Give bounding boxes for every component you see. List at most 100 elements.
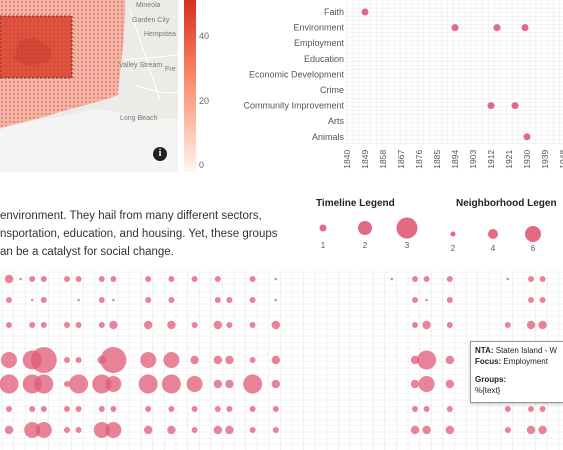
- grid-point[interactable]: [191, 427, 198, 433]
- grid-point[interactable]: [161, 374, 181, 394]
- grid-point[interactable]: [538, 425, 547, 435]
- grid-point[interactable]: [226, 297, 233, 303]
- grid-point[interactable]: [538, 320, 547, 330]
- grid-point[interactable]: [168, 297, 175, 303]
- grid-point[interactable]: [64, 381, 70, 387]
- grid-point[interactable]: [144, 425, 153, 435]
- grid-point[interactable]: [504, 406, 511, 412]
- grid-point[interactable]: [30, 347, 57, 373]
- grid-point[interactable]: [539, 276, 546, 282]
- grid-point[interactable]: [29, 322, 36, 328]
- grid-point[interactable]: [40, 297, 47, 303]
- grid-point[interactable]: [446, 322, 453, 328]
- grid-point[interactable]: [446, 297, 453, 303]
- grid-point[interactable]: [24, 422, 41, 438]
- grid-point[interactable]: [526, 320, 536, 330]
- grid-point[interactable]: [75, 357, 82, 363]
- grid-point[interactable]: [144, 320, 153, 330]
- timeline-point[interactable]: [487, 102, 495, 110]
- grid-point[interactable]: [6, 297, 12, 303]
- grid-point[interactable]: [412, 297, 418, 303]
- grid-point[interactable]: [243, 374, 263, 394]
- grid-point[interactable]: [40, 322, 47, 328]
- grid-point[interactable]: [410, 425, 420, 435]
- grid-point[interactable]: [445, 355, 454, 365]
- grid-point[interactable]: [110, 276, 117, 282]
- grid-point[interactable]: [213, 320, 222, 330]
- grid-point[interactable]: [168, 276, 175, 282]
- grid-point[interactable]: [418, 376, 435, 392]
- grid-point[interactable]: [214, 406, 221, 412]
- grid-point[interactable]: [526, 425, 536, 435]
- grid-point[interactable]: [425, 298, 428, 302]
- grid-point[interactable]: [422, 425, 431, 435]
- grid-point[interactable]: [214, 276, 221, 282]
- grid-point[interactable]: [423, 276, 430, 282]
- grid-point[interactable]: [528, 276, 534, 282]
- grid-point[interactable]: [167, 320, 176, 330]
- timeline-point[interactable]: [493, 24, 501, 32]
- grid-point[interactable]: [213, 379, 222, 389]
- grid-point[interactable]: [100, 347, 127, 373]
- grid-point[interactable]: [225, 379, 234, 389]
- timeline-point[interactable]: [361, 8, 369, 16]
- grid-point[interactable]: [528, 297, 534, 303]
- grid-point[interactable]: [272, 427, 279, 433]
- grid-point[interactable]: [75, 322, 82, 328]
- grid-point[interactable]: [504, 427, 511, 433]
- grid-point[interactable]: [4, 425, 14, 435]
- grid-point[interactable]: [4, 274, 14, 284]
- timeline-chart[interactable]: Faith Environment Employment Education Econo…: [220, 0, 563, 185]
- grid-point[interactable]: [213, 425, 222, 435]
- timeline-point[interactable]: [521, 24, 529, 32]
- grid-point[interactable]: [410, 379, 420, 389]
- grid-point[interactable]: [19, 277, 22, 281]
- grid-point[interactable]: [446, 276, 453, 282]
- grid-point[interactable]: [191, 276, 198, 282]
- grid-point[interactable]: [249, 427, 256, 433]
- grid-point[interactable]: [190, 355, 199, 365]
- map-canvas[interactable]: [0, 0, 178, 172]
- grid-point[interactable]: [272, 406, 279, 412]
- grid-point[interactable]: [75, 427, 82, 433]
- grid-point[interactable]: [0, 374, 19, 394]
- grid-point[interactable]: [271, 320, 280, 330]
- grid-point[interactable]: [249, 406, 256, 412]
- grid-point[interactable]: [64, 357, 70, 363]
- grid-point[interactable]: [69, 374, 89, 394]
- info-icon[interactable]: i: [153, 147, 167, 161]
- grid-point[interactable]: [138, 374, 158, 394]
- grid-point[interactable]: [105, 376, 122, 392]
- grid-point[interactable]: [417, 350, 437, 370]
- grid-point[interactable]: [412, 322, 418, 328]
- timeline-point[interactable]: [511, 102, 519, 110]
- grid-point[interactable]: [112, 298, 115, 302]
- grid-point[interactable]: [249, 297, 256, 303]
- grid-point[interactable]: [445, 425, 454, 435]
- grid-point[interactable]: [92, 374, 112, 394]
- grid-point[interactable]: [226, 322, 233, 328]
- grid-point[interactable]: [271, 379, 280, 389]
- grid-point[interactable]: [109, 320, 118, 330]
- grid-point[interactable]: [40, 406, 47, 412]
- grid-point[interactable]: [75, 406, 82, 412]
- grid-point[interactable]: [77, 298, 80, 302]
- grid-point[interactable]: [446, 406, 453, 412]
- grid-point[interactable]: [64, 406, 70, 412]
- grid-point[interactable]: [445, 379, 454, 389]
- grid-point[interactable]: [274, 298, 278, 302]
- grid-point[interactable]: [34, 374, 54, 394]
- grid-point[interactable]: [249, 322, 256, 328]
- grid-point[interactable]: [167, 425, 176, 435]
- grid-point[interactable]: [528, 406, 534, 412]
- grid-point[interactable]: [410, 355, 420, 365]
- grid-point[interactable]: [6, 406, 12, 412]
- grid-point[interactable]: [105, 422, 122, 438]
- grid-point[interactable]: [163, 352, 180, 368]
- grid-point[interactable]: [412, 276, 418, 282]
- grid-point[interactable]: [98, 276, 105, 282]
- grid-point[interactable]: [1, 352, 17, 368]
- grid-point[interactable]: [504, 322, 511, 328]
- grid-point[interactable]: [6, 322, 12, 328]
- timeline-point[interactable]: [523, 133, 531, 141]
